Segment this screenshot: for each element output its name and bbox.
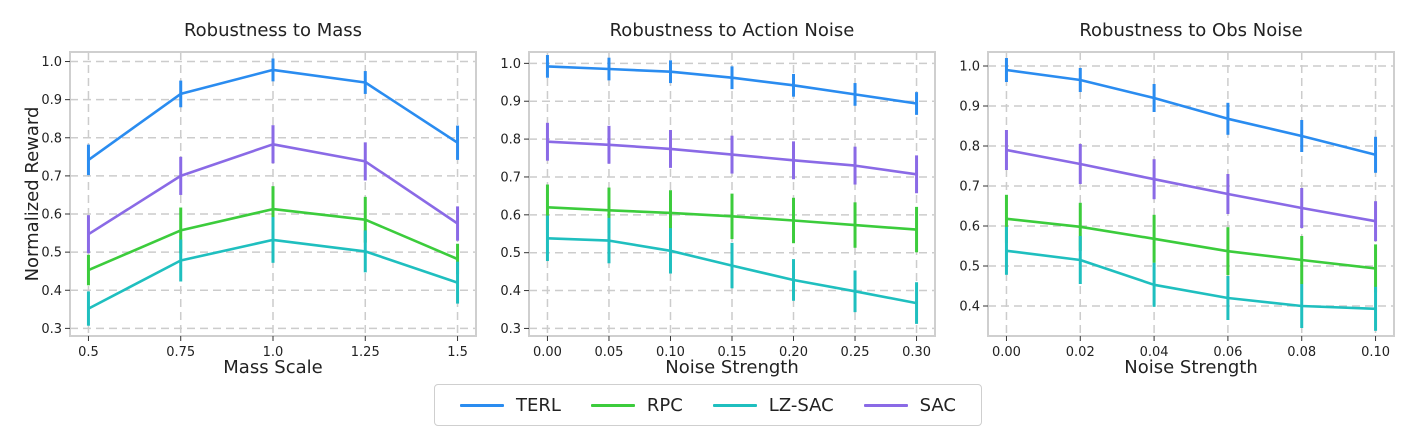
line-lz-sac (547, 237, 917, 305)
line-sac (87, 143, 459, 236)
legend-item-sac: SAC (863, 394, 956, 416)
y-tick-label: 0.7 (500, 170, 521, 185)
series-terl (86, 58, 460, 176)
y-tick-label: 1.0 (959, 60, 980, 75)
y-axis-label: Normalized Reward (22, 107, 43, 282)
x-tick-label: 0.04 (1140, 345, 1169, 360)
y-tick-label: 0.4 (41, 284, 62, 299)
line-lz-sac (87, 238, 458, 310)
x-tick-label: 0.06 (1213, 345, 1242, 360)
y-tick-label: 0.8 (500, 133, 521, 148)
y-tick-label: 1.0 (41, 55, 62, 70)
y-tick-label: 0.4 (500, 284, 521, 299)
series-terl (1004, 58, 1378, 173)
y-tick-label: 0.5 (500, 246, 521, 261)
legend-label-lz-sac: LZ-SAC (768, 394, 834, 416)
series-sac (86, 125, 460, 254)
panel-title: Robustness to Action Noise (610, 20, 855, 41)
y-tick-label: 0.8 (41, 131, 62, 146)
y-tick-label: 0.7 (41, 169, 62, 184)
x-tick-label: 0.75 (166, 345, 195, 360)
series-lz-sac (545, 215, 919, 324)
legend-swatch-sac (863, 403, 908, 407)
x-tick-label: 0.08 (1287, 345, 1316, 360)
line-rpc (87, 207, 459, 272)
y-tick-label: 0.6 (500, 208, 521, 223)
legend: TERL RPC LZ-SAC SAC (434, 384, 982, 426)
x-tick-label: 0.05 (594, 345, 623, 360)
y-tick-label: 0.9 (500, 95, 521, 110)
y-tick-label: 0.9 (959, 100, 980, 115)
x-tick-label: 1.25 (351, 345, 380, 360)
x-axis-label: Noise Strength (665, 357, 799, 378)
series-terl (545, 55, 919, 115)
line-lz-sac (1006, 249, 1376, 311)
x-tick-label: 0.02 (1066, 345, 1095, 360)
line-sac (547, 140, 917, 176)
series-rpc (1004, 194, 1378, 293)
x-axis-label: Mass Scale (223, 357, 322, 378)
y-tick-label: 0.5 (959, 260, 980, 275)
y-tick-label: 0.9 (41, 93, 62, 108)
legend-swatch-lz-sac (712, 403, 757, 407)
line-rpc (1006, 217, 1376, 270)
panel-title: Robustness to Obs Noise (1079, 20, 1302, 41)
panel-robustness-to-obs-noise: 0.4 0.5 0.6 0.7 0.8 0.9 1.0 0.00 0.02 0.04 0.06 0.0… (959, 20, 1395, 378)
x-tick-label: 0.00 (533, 345, 562, 360)
legend-swatch-terl (459, 403, 504, 407)
x-tick-label: 0.25 (841, 345, 870, 360)
x-tick-label: 0.10 (1361, 345, 1390, 360)
legend-item-lz-sac: LZ-SAC (712, 394, 834, 416)
panel-robustness-to-action-noise: 0.3 0.4 0.5 0.6 0.7 0.8 0.9 1.0 0.00 0.05 0.10 0.15… (500, 20, 936, 378)
x-tick-label: 0.30 (902, 345, 931, 360)
legend-label-rpc: RPC (646, 394, 683, 416)
line-terl (87, 68, 459, 161)
series-sac (1004, 130, 1378, 242)
y-tick-label: 0.8 (959, 140, 980, 155)
y-tick-label: 0.7 (959, 180, 980, 195)
panel-title: Robustness to Mass (184, 20, 362, 41)
legend-item-rpc: RPC (590, 394, 683, 416)
legend-swatch-rpc (590, 403, 635, 407)
x-tick-label: 0.20 (779, 345, 808, 360)
x-tick-label: 1.0 (263, 345, 284, 360)
x-axis-label: Noise Strength (1124, 357, 1258, 378)
y-tick-label: 0.6 (41, 208, 62, 223)
x-tick-label: 0.15 (718, 345, 747, 360)
y-tick-label: 0.4 (959, 300, 980, 315)
x-tick-label: 0.10 (656, 345, 685, 360)
series-lz-sac (1004, 226, 1378, 331)
y-tick-label: 0.3 (500, 322, 521, 337)
line-sac (1006, 148, 1376, 223)
y-tick-label: 0.5 (41, 246, 62, 261)
series-sac (545, 122, 919, 194)
x-tick-label: 1.5 (447, 345, 468, 360)
x-tick-label: 0.00 (992, 345, 1021, 360)
legend-label-terl: TERL (515, 394, 561, 416)
series-lz-sac (86, 217, 460, 326)
series-rpc (545, 184, 919, 253)
line-terl (1006, 68, 1376, 157)
line-rpc (547, 206, 917, 231)
x-tick-label: 0.5 (78, 345, 99, 360)
legend-item-terl: TERL (459, 394, 561, 416)
y-tick-label: 0.3 (41, 322, 62, 337)
axes-frame (987, 51, 1395, 337)
y-tick-label: 1.0 (500, 57, 521, 72)
legend-label-sac: SAC (919, 394, 956, 416)
panel-robustness-to-mass: 0.3 0.4 0.5 0.6 0.7 0.8 0.9 1.0 0.5 0.75 1.0 1.25 1.… (22, 20, 477, 378)
line-terl (547, 65, 917, 105)
y-tick-label: 0.6 (959, 220, 980, 235)
